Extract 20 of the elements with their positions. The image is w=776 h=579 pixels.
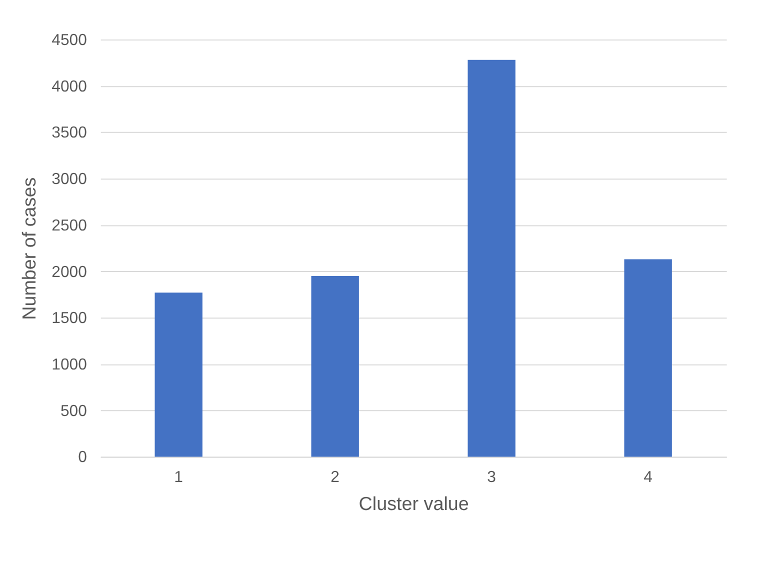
- y-tick-label: 4500: [52, 32, 88, 49]
- bar: [311, 276, 359, 457]
- bar: [468, 60, 516, 457]
- x-tick-label: 4: [644, 469, 653, 486]
- y-tick-label: 2500: [52, 217, 88, 234]
- bar: [624, 259, 672, 457]
- y-tick-label: 500: [60, 402, 88, 420]
- y-tick-label: 1500: [52, 310, 88, 328]
- x-tick-label: 3: [487, 469, 496, 486]
- y-tick-label: 3000: [52, 171, 88, 188]
- bar: [154, 292, 202, 457]
- x-tick-label: 1: [174, 469, 184, 486]
- y-tick-label: 4000: [52, 78, 88, 96]
- x-tick-label: 2: [330, 469, 340, 486]
- y-tick-label: 0: [78, 449, 88, 466]
- y-tick-label: 3500: [52, 124, 88, 142]
- y-axis-title: Number of cases: [18, 177, 40, 320]
- y-tick-label: 2000: [52, 264, 88, 281]
- x-axis-title: Cluster value: [358, 492, 469, 514]
- y-tick-label: 1000: [52, 356, 88, 374]
